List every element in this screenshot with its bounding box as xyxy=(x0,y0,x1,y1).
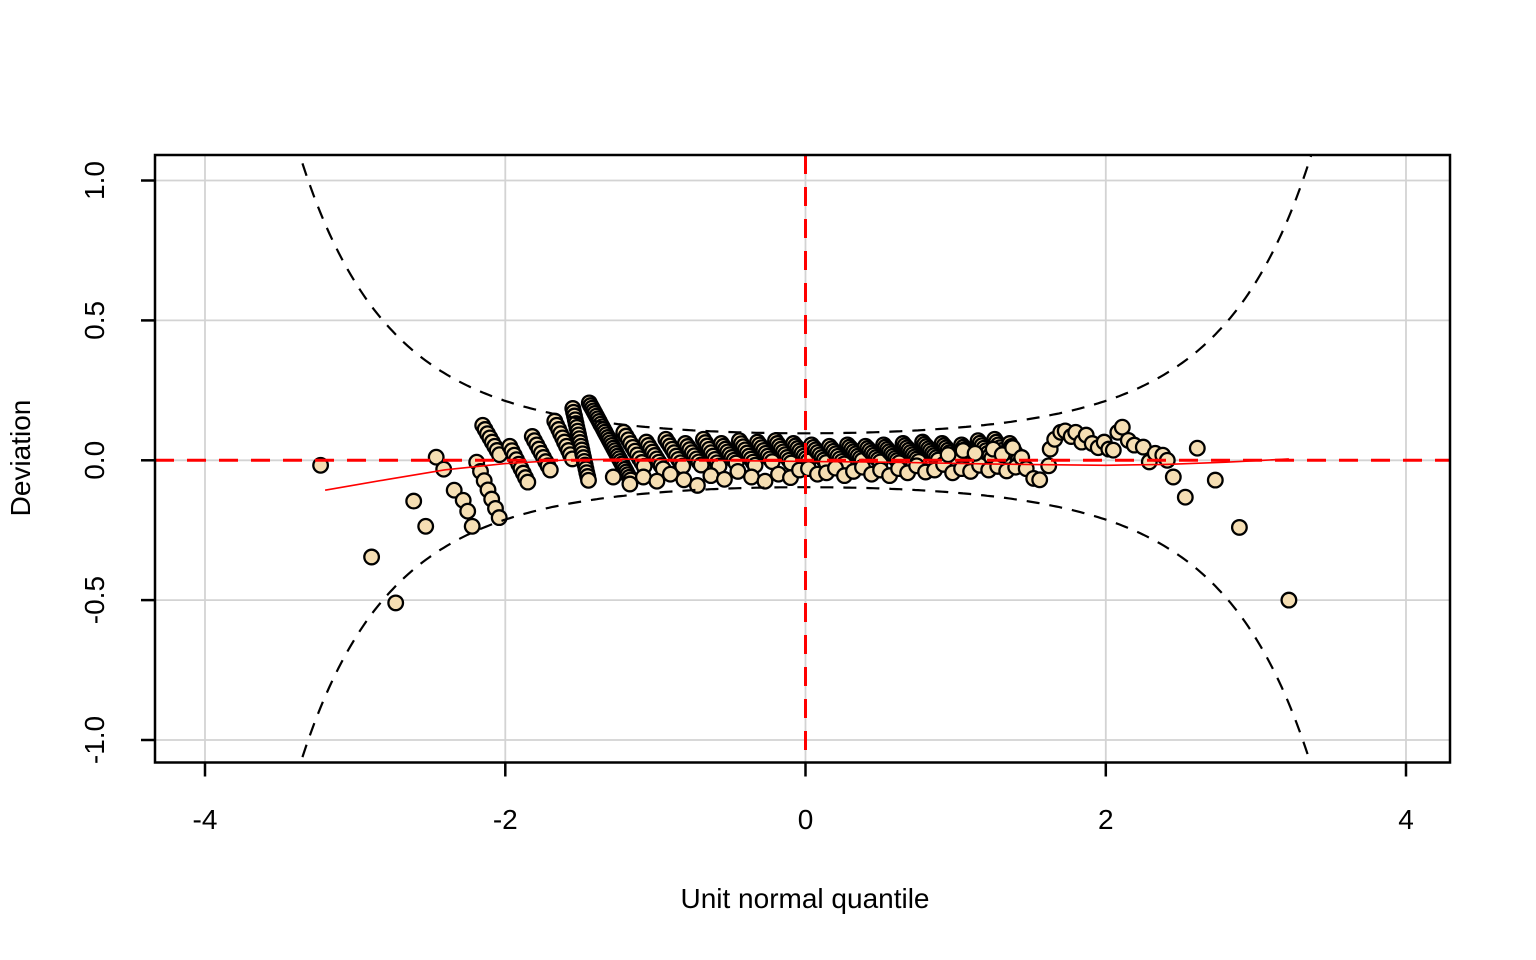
data-point xyxy=(1206,471,1224,489)
confidence-band-upper xyxy=(298,155,1313,435)
x-tick-label: 0 xyxy=(798,804,814,835)
fit-curve xyxy=(324,458,1289,491)
data-point xyxy=(490,509,508,527)
data-point xyxy=(621,475,639,493)
data-point xyxy=(463,517,481,535)
data-point xyxy=(541,461,559,479)
data-point xyxy=(417,517,435,535)
axis-ticks xyxy=(141,179,1408,777)
y-tick-label: -0.5 xyxy=(79,576,110,624)
x-tick-label: 4 xyxy=(1398,804,1414,835)
data-point xyxy=(1104,441,1122,459)
data-point xyxy=(648,472,666,490)
plot-border xyxy=(153,153,1452,764)
data-point xyxy=(1040,457,1058,475)
data-point xyxy=(427,448,445,466)
y-tick-label: 0.0 xyxy=(79,441,110,480)
data-point xyxy=(1164,468,1182,486)
fit-curve-group xyxy=(324,458,1289,491)
data-point xyxy=(580,471,597,489)
data-point xyxy=(702,467,720,485)
data-point xyxy=(1176,488,1194,506)
data-point xyxy=(756,472,774,490)
data-point xyxy=(1031,471,1049,489)
data-point xyxy=(459,502,477,520)
data-point xyxy=(604,468,622,486)
y-axis-title: Deviation xyxy=(5,400,36,517)
y-tick-label: 1.0 xyxy=(79,161,110,200)
data-point xyxy=(405,492,423,510)
y-tick-label: 0.5 xyxy=(79,301,110,340)
data-point xyxy=(939,446,957,464)
data-point xyxy=(966,444,984,462)
data-point xyxy=(729,462,747,480)
data-point xyxy=(387,594,405,612)
x-tick-label: 2 xyxy=(1098,804,1114,835)
x-axis-title: Unit normal quantile xyxy=(680,883,929,914)
y-tick-label: -1.0 xyxy=(79,716,110,764)
data-point xyxy=(1280,591,1298,609)
data-point xyxy=(1230,518,1248,536)
x-tick-label: -2 xyxy=(493,804,518,835)
data-point xyxy=(715,470,733,488)
data-point xyxy=(1188,439,1206,457)
reference-lines xyxy=(155,155,1450,763)
x-tick-label: -4 xyxy=(193,804,218,835)
data-point xyxy=(363,548,381,566)
data-point xyxy=(519,473,537,491)
axis-tick-labels: -4 -2 0 2 4 -1.0 -0.5 0.0 0.5 1.0 xyxy=(79,161,1414,835)
